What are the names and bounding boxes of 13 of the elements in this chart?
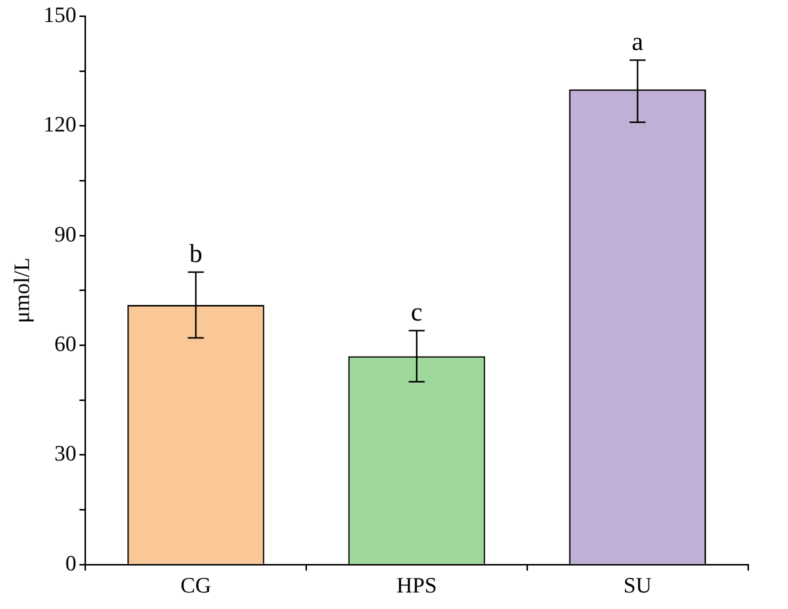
y-axis-title: μmol/L [8,258,34,324]
y-tick-label: 60 [54,331,76,356]
y-tick-label: 90 [54,221,76,246]
y-tick-label: 150 [43,2,76,27]
annotation: a [632,26,644,56]
annotation: b [189,238,202,268]
y-tick-label: 120 [43,112,76,137]
x-tick-label: HPS [396,572,437,598]
y-tick-label: 30 [54,440,76,466]
annotation: c [410,297,422,326]
x-tick-label: CG [180,572,212,598]
x-tick-label: SU [624,572,652,598]
y-tick-label: 0 [65,550,76,576]
